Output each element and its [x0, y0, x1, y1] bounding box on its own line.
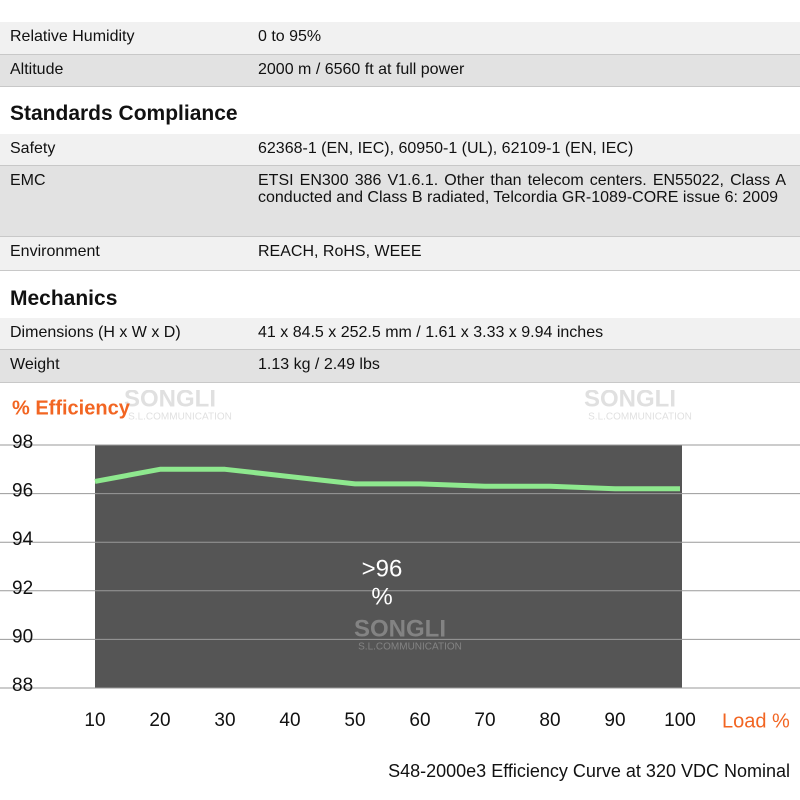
spec-label: Altitude	[10, 61, 64, 78]
spec-row: Safety 62368-1 (EN, IEC), 60950-1 (UL), 6…	[0, 134, 800, 166]
x-tick-label: 30	[214, 710, 235, 731]
y-tick-label: 96	[12, 481, 33, 502]
x-axis-label: Load %	[722, 710, 790, 732]
spec-value: 1.13 kg / 2.49 lbs	[258, 356, 380, 373]
y-tick-label: 98	[12, 432, 33, 453]
efficiency-line	[94, 466, 680, 492]
section-title: Mechanics	[10, 287, 118, 310]
x-tick-label: 50	[344, 710, 365, 731]
watermark: SONGLI	[354, 615, 446, 642]
x-tick-label: 90	[604, 710, 625, 731]
spec-row: Environment REACH, RoHS, WEEE	[0, 237, 800, 271]
spec-label: EMC	[10, 172, 46, 189]
section-title: Standards Compliance	[10, 102, 238, 125]
caption: S48-2000e3 Efficiency Curve at 320 VDC N…	[388, 761, 790, 781]
spec-value: ETSI EN300 386 V1.6.1. Other than teleco…	[258, 172, 786, 206]
spec-row: EMC ETSI EN300 386 V1.6.1. Other than tel…	[0, 166, 800, 237]
x-tick-label: 80	[539, 710, 560, 731]
spec-label: Dimensions (H x W x D)	[10, 324, 181, 341]
spec-label: Weight	[10, 356, 60, 373]
spec-label: Relative Humidity	[10, 28, 135, 45]
spec-value: 0 to 95%	[258, 28, 322, 45]
y-tick-label: 92	[12, 578, 33, 599]
spec-row: Dimensions (H x W x D) 41 x 84.5 x 252.5 …	[0, 318, 800, 350]
spec-label: Safety	[10, 140, 56, 157]
annotation: %	[371, 583, 392, 610]
y-axis-label: % Efficiency	[12, 397, 131, 419]
watermark: SONGLI	[124, 390, 216, 412]
watermark-sub: S.L.COMMUNICATION	[128, 412, 232, 423]
x-tick-label: 60	[409, 710, 430, 731]
x-tick-label: 10	[84, 710, 105, 731]
x-tick-label: 70	[474, 710, 495, 731]
x-tick-label: 100	[664, 710, 696, 731]
spec-label: Environment	[10, 243, 100, 260]
spec-value: REACH, RoHS, WEEE	[258, 243, 422, 260]
watermark: SONGLI	[584, 390, 676, 412]
y-tick-label: 94	[12, 529, 34, 550]
watermark-sub: S.L.COMMUNICATION	[358, 642, 462, 653]
spec-value: 62368-1 (EN, IEC), 60950-1 (UL), 62109-1…	[258, 140, 634, 157]
annotation: >96	[362, 555, 403, 582]
spec-value: 2000 m / 6560 ft at full power	[258, 61, 465, 78]
watermark-sub: S.L.COMMUNICATION	[588, 412, 692, 423]
x-tick-label: 20	[149, 710, 170, 731]
y-tick-label: 88	[12, 675, 33, 696]
spec-row: Altitude 2000 m / 6560 ft at full power	[0, 55, 800, 87]
spec-row: Relative Humidity 0 to 95%	[0, 22, 800, 55]
x-tick-label: 40	[279, 710, 300, 731]
y-tick-label: 90	[12, 626, 33, 647]
spec-row: Weight 1.13 kg / 2.49 lbs	[0, 350, 800, 383]
spec-value: 41 x 84.5 x 252.5 mm / 1.61 x 3.33 x 9.9…	[258, 324, 604, 341]
